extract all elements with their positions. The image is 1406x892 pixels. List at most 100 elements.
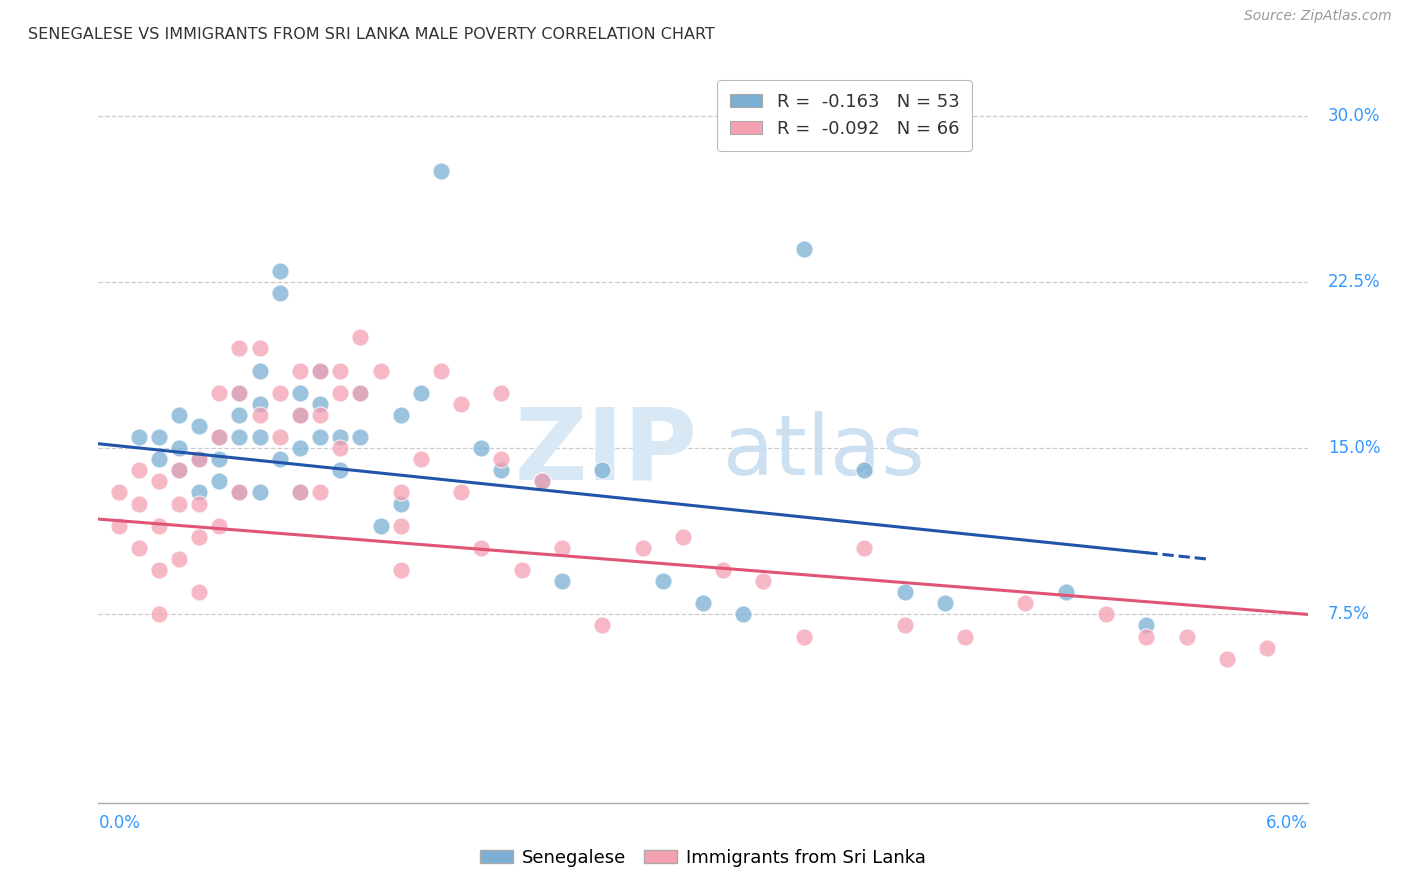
Text: 22.5%: 22.5% <box>1327 273 1381 291</box>
Point <box>1256 640 1278 655</box>
Point <box>269 385 291 400</box>
Point <box>288 363 311 377</box>
Point <box>491 463 513 477</box>
Point <box>148 607 170 622</box>
Point <box>208 385 231 400</box>
Point <box>530 475 553 489</box>
Point <box>228 342 250 356</box>
Point <box>167 463 190 477</box>
Point <box>188 530 211 544</box>
Point <box>249 397 271 411</box>
Point <box>309 363 332 377</box>
Point <box>893 618 915 632</box>
Point <box>167 552 190 566</box>
Point <box>733 607 755 622</box>
Point <box>430 164 453 178</box>
Point <box>208 430 231 444</box>
Point <box>148 430 170 444</box>
Point <box>188 485 211 500</box>
Point <box>551 574 574 589</box>
Point <box>188 452 211 467</box>
Point <box>389 497 412 511</box>
Point <box>228 485 250 500</box>
Point <box>389 563 412 577</box>
Point <box>107 518 129 533</box>
Point <box>208 518 231 533</box>
Point <box>409 452 432 467</box>
Point <box>953 630 976 644</box>
Point <box>228 385 250 400</box>
Point <box>1135 630 1157 644</box>
Point <box>409 385 432 400</box>
Point <box>793 630 815 644</box>
Point <box>167 441 190 455</box>
Point <box>631 541 654 555</box>
Point <box>208 475 231 489</box>
Text: ZIP: ZIP <box>515 403 697 500</box>
Point <box>329 363 352 377</box>
Point <box>128 463 150 477</box>
Point <box>288 441 311 455</box>
Point <box>1054 585 1077 599</box>
Point <box>430 363 453 377</box>
Point <box>228 408 250 422</box>
Point <box>309 408 332 422</box>
Point <box>893 585 915 599</box>
Point <box>249 430 271 444</box>
Point <box>591 463 613 477</box>
Point <box>591 618 613 632</box>
Point <box>249 485 271 500</box>
Point <box>450 397 472 411</box>
Point <box>349 330 371 344</box>
Point <box>167 497 190 511</box>
Point <box>692 596 714 610</box>
Point <box>551 541 574 555</box>
Point <box>107 485 129 500</box>
Point <box>470 541 492 555</box>
Point <box>128 541 150 555</box>
Point <box>491 452 513 467</box>
Text: Source: ZipAtlas.com: Source: ZipAtlas.com <box>1244 9 1392 23</box>
Point <box>148 563 170 577</box>
Legend: R =  -0.163   N = 53, R =  -0.092   N = 66: R = -0.163 N = 53, R = -0.092 N = 66 <box>717 80 972 151</box>
Point <box>128 430 150 444</box>
Point <box>672 530 695 544</box>
Text: atlas: atlas <box>723 411 925 492</box>
Point <box>450 485 472 500</box>
Point <box>530 475 553 489</box>
Point <box>470 441 492 455</box>
Point <box>148 475 170 489</box>
Point <box>389 408 412 422</box>
Legend: Senegalese, Immigrants from Sri Lanka: Senegalese, Immigrants from Sri Lanka <box>474 842 932 874</box>
Point <box>491 385 513 400</box>
Point <box>510 563 533 577</box>
Point <box>288 408 311 422</box>
Text: 0.0%: 0.0% <box>98 814 141 832</box>
Text: SENEGALESE VS IMMIGRANTS FROM SRI LANKA MALE POVERTY CORRELATION CHART: SENEGALESE VS IMMIGRANTS FROM SRI LANKA … <box>28 27 716 42</box>
Point <box>1095 607 1118 622</box>
Point <box>329 430 352 444</box>
Point <box>370 518 392 533</box>
Point <box>309 397 332 411</box>
Point <box>853 463 876 477</box>
Point <box>288 385 311 400</box>
Point <box>167 408 190 422</box>
Point <box>651 574 673 589</box>
Point <box>249 408 271 422</box>
Point <box>269 452 291 467</box>
Point <box>853 541 876 555</box>
Point <box>309 363 332 377</box>
Point <box>288 485 311 500</box>
Point <box>389 485 412 500</box>
Point <box>329 385 352 400</box>
Point <box>752 574 775 589</box>
Point <box>269 430 291 444</box>
Point <box>188 497 211 511</box>
Point <box>269 285 291 300</box>
Point <box>793 242 815 256</box>
Point <box>1135 618 1157 632</box>
Point <box>309 430 332 444</box>
Point <box>329 441 352 455</box>
Point <box>329 463 352 477</box>
Point <box>228 430 250 444</box>
